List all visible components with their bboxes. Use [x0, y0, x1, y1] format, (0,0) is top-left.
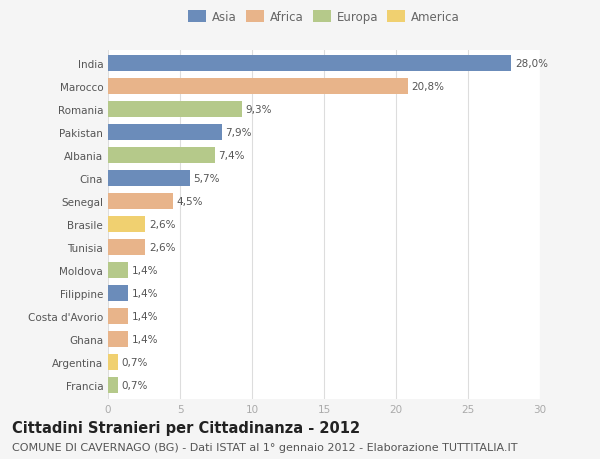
- Bar: [108, 331, 128, 348]
- Text: 7,4%: 7,4%: [218, 151, 245, 161]
- Legend: Asia, Africa, Europa, America: Asia, Africa, Europa, America: [186, 8, 462, 26]
- Bar: [108, 308, 128, 325]
- Text: 0,7%: 0,7%: [122, 381, 148, 391]
- Bar: [108, 148, 215, 164]
- Bar: [108, 194, 173, 210]
- Text: 4,5%: 4,5%: [176, 197, 203, 207]
- Bar: [108, 102, 242, 118]
- Text: 1,4%: 1,4%: [132, 266, 158, 276]
- Bar: [108, 354, 118, 371]
- Text: Cittadini Stranieri per Cittadinanza - 2012: Cittadini Stranieri per Cittadinanza - 2…: [12, 420, 360, 435]
- Text: 2,6%: 2,6%: [149, 243, 176, 253]
- Bar: [108, 125, 222, 141]
- Bar: [108, 79, 407, 95]
- Text: 1,4%: 1,4%: [132, 289, 158, 299]
- Bar: [108, 377, 118, 393]
- Bar: [108, 240, 145, 256]
- Bar: [108, 285, 128, 302]
- Bar: [108, 171, 190, 187]
- Text: 1,4%: 1,4%: [132, 312, 158, 322]
- Text: 0,7%: 0,7%: [122, 358, 148, 368]
- Text: COMUNE DI CAVERNAGO (BG) - Dati ISTAT al 1° gennaio 2012 - Elaborazione TUTTITAL: COMUNE DI CAVERNAGO (BG) - Dati ISTAT al…: [12, 442, 517, 452]
- Bar: [108, 263, 128, 279]
- Text: 2,6%: 2,6%: [149, 220, 176, 230]
- Bar: [108, 217, 145, 233]
- Text: 20,8%: 20,8%: [411, 82, 444, 92]
- Text: 9,3%: 9,3%: [245, 105, 272, 115]
- Bar: [108, 56, 511, 72]
- Text: 28,0%: 28,0%: [515, 59, 548, 69]
- Text: 7,9%: 7,9%: [226, 128, 252, 138]
- Text: 1,4%: 1,4%: [132, 335, 158, 345]
- Text: 5,7%: 5,7%: [194, 174, 220, 184]
